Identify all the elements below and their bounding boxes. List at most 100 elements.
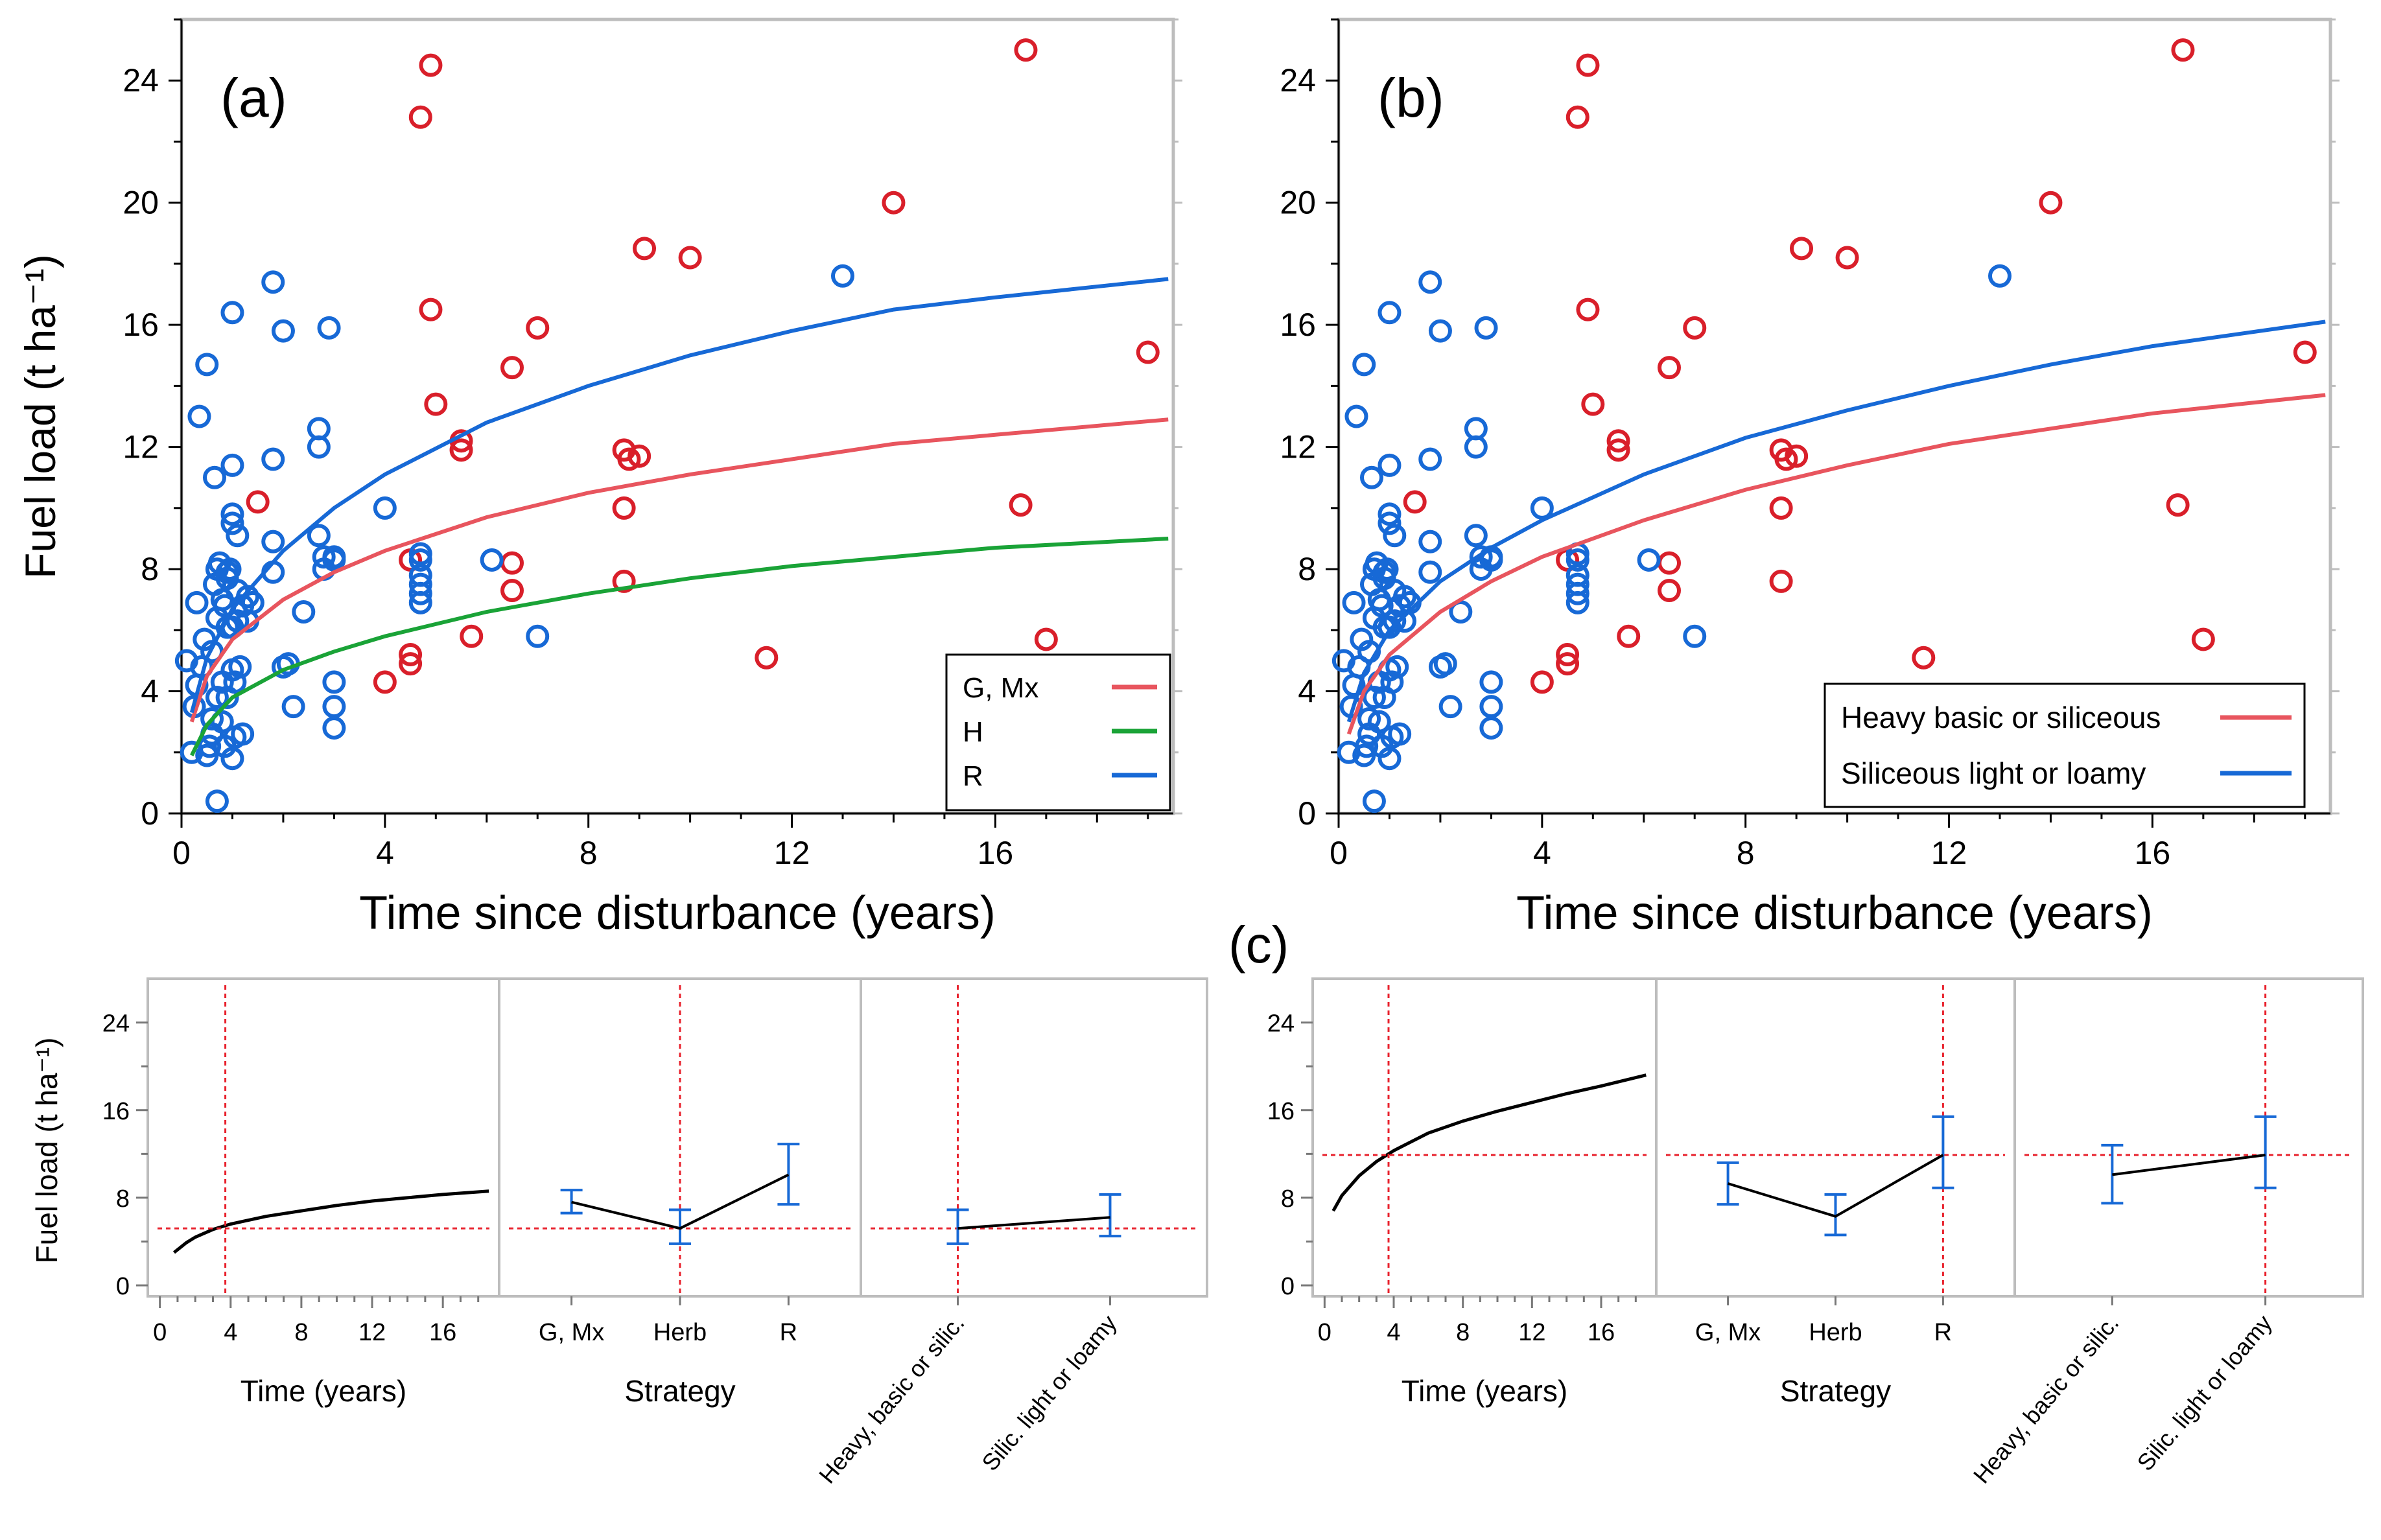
x-tick-label: 12 — [1931, 835, 1967, 871]
fit-curve — [1346, 320, 2326, 723]
data-point — [1438, 695, 1462, 719]
x-tick-label: 4 — [376, 835, 394, 871]
data-point — [220, 502, 244, 526]
profiler-cell-frame — [147, 977, 500, 1298]
data-point — [271, 319, 295, 343]
y-tick-label: 4 — [1298, 673, 1316, 710]
data-point — [1566, 590, 1589, 614]
fit-curve — [190, 537, 1169, 756]
panel-c-right-profiler: 0 8 16 24 (c) 0 4 8 12 16 Time (years) G, Mx Herb R St… — [1228, 916, 2364, 1488]
y-axis-title: Fuel load (t ha⁻¹) — [16, 254, 64, 579]
x-tick-label: 16 — [1588, 1319, 1615, 1346]
data-point — [1378, 615, 1402, 639]
data-point — [226, 524, 250, 548]
profiler-cell-frame — [1311, 977, 1658, 1298]
data-point — [1469, 545, 1493, 569]
data-point — [322, 695, 346, 719]
profile-line — [1728, 1154, 1944, 1218]
y-tick-label: 12 — [1280, 429, 1316, 465]
profile-line — [571, 1173, 790, 1230]
y-tick-label: 20 — [123, 185, 159, 221]
x-tick-label: 0 — [172, 835, 191, 871]
data-point — [1393, 585, 1416, 609]
data-point — [1683, 316, 1707, 340]
data-point — [1367, 710, 1391, 734]
data-point — [2166, 493, 2190, 517]
data-point — [755, 646, 779, 670]
data-point — [633, 237, 656, 261]
data-point — [408, 105, 432, 129]
data-point — [399, 652, 423, 676]
data-point — [200, 706, 224, 730]
x-tick-label: 12 — [1518, 1319, 1545, 1346]
data-point — [1464, 524, 1488, 548]
data-point — [1530, 496, 1554, 520]
data-point — [419, 298, 443, 321]
data-point — [312, 545, 336, 569]
data-point — [322, 548, 346, 572]
data-point — [240, 590, 264, 614]
data-point — [449, 438, 473, 462]
data-point — [1606, 429, 1630, 453]
data-point — [1576, 298, 1600, 321]
panel-a-scatter: 0 4 8 12 16 20 24 0 4 8 12 16 Time since disturbance… — [16, 18, 1182, 939]
data-point — [480, 548, 504, 572]
legend-box — [1824, 682, 2306, 808]
x-tick-label: 12 — [358, 1319, 386, 1346]
x-tick-label: 0 — [1318, 1319, 1331, 1346]
legend-label: Heavy basic or siliceous — [1841, 701, 2161, 734]
profiler-cell-frame — [860, 977, 1208, 1298]
x-axis-title: Time since disturbance (years) — [1516, 887, 2153, 939]
data-point — [1357, 706, 1381, 730]
x-tick-label: 4 — [1387, 1319, 1400, 1346]
panel-label: (b) — [1378, 67, 1444, 128]
y-tick-label: 24 — [102, 1010, 130, 1038]
y-tick-label: 0 — [141, 795, 159, 832]
data-point — [1576, 53, 1600, 77]
y-tick-label: 16 — [102, 1098, 130, 1125]
data-point — [1378, 747, 1402, 771]
data-point — [322, 716, 346, 740]
data-point — [1658, 551, 1681, 575]
data-point — [1433, 652, 1457, 676]
data-point — [1378, 502, 1402, 526]
data-point — [195, 353, 219, 377]
data-point — [1566, 105, 1589, 129]
profiler-cell-frame — [2013, 977, 2364, 1298]
data-point — [1658, 356, 1681, 380]
data-point — [373, 496, 397, 520]
x-tick-label: 16 — [2135, 835, 2171, 871]
data-point — [223, 670, 247, 694]
x-tick-label: 4 — [1533, 835, 1551, 871]
data-point — [628, 444, 651, 468]
substrate-tick-label: Heavy, basic or silic. — [814, 1310, 970, 1489]
data-point — [1352, 353, 1376, 377]
y-tick-label: 8 — [141, 551, 159, 587]
y-tick-label: 0 — [1281, 1273, 1295, 1300]
data-point — [1418, 530, 1442, 554]
x-tick-label: 4 — [224, 1319, 237, 1346]
data-point — [228, 655, 252, 679]
data-point — [1988, 264, 2012, 288]
data-point — [1362, 685, 1386, 709]
data-point — [1418, 560, 1442, 584]
data-point — [1378, 301, 1402, 325]
data-point — [246, 490, 270, 514]
data-point — [1385, 655, 1409, 679]
data-point — [1581, 392, 1605, 416]
data-point — [220, 453, 244, 477]
data-point — [373, 670, 397, 694]
y-tick-label: 20 — [1280, 185, 1316, 221]
time-axis-title: Time (years) — [240, 1374, 406, 1408]
x-tick-label: 0 — [153, 1319, 167, 1346]
x-tick-label: 16 — [429, 1319, 456, 1346]
data-point — [187, 404, 211, 428]
data-point — [831, 264, 854, 288]
data-point — [1378, 453, 1402, 477]
x-tick-label: 12 — [774, 835, 810, 871]
strategy-tick-label: Herb — [1809, 1319, 1862, 1346]
data-point — [261, 270, 285, 294]
data-point — [1474, 316, 1498, 340]
data-point — [1464, 435, 1488, 459]
data-point — [1428, 319, 1452, 343]
